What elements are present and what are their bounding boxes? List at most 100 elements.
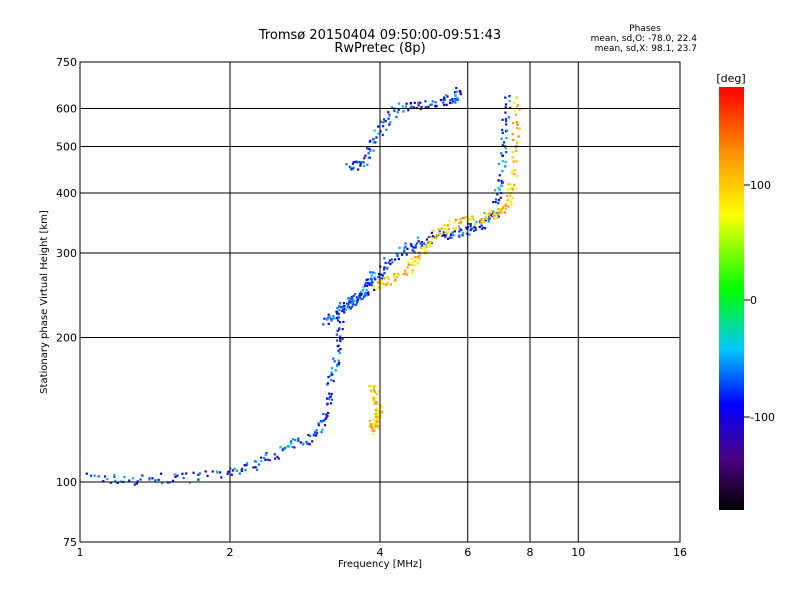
data-point xyxy=(370,384,373,387)
data-point xyxy=(451,231,454,234)
data-point xyxy=(373,276,376,279)
data-point xyxy=(358,295,361,298)
data-point xyxy=(410,245,413,248)
data-point xyxy=(337,362,341,365)
data-point xyxy=(449,232,453,235)
data-point xyxy=(364,154,367,157)
data-point xyxy=(326,317,329,320)
data-point xyxy=(509,183,512,186)
data-point xyxy=(377,390,381,393)
data-point xyxy=(448,236,452,239)
data-point xyxy=(511,133,514,136)
data-point xyxy=(328,396,331,399)
data-point xyxy=(463,217,466,220)
data-point xyxy=(448,101,452,105)
data-point xyxy=(514,113,518,116)
data-point xyxy=(465,227,469,230)
data-point xyxy=(512,138,515,142)
data-point xyxy=(506,194,509,198)
data-point xyxy=(370,279,373,282)
data-point xyxy=(321,428,324,431)
data-point xyxy=(461,216,465,220)
data-point xyxy=(369,271,372,274)
data-point xyxy=(325,413,328,416)
data-point xyxy=(345,302,349,305)
data-point xyxy=(364,281,367,284)
colorbar-label: [deg] xyxy=(716,72,745,85)
data-point xyxy=(355,302,358,305)
data-point xyxy=(447,227,450,231)
data-point xyxy=(400,253,404,256)
data-point xyxy=(447,231,450,234)
data-point xyxy=(467,218,470,221)
data-point xyxy=(388,114,391,117)
data-point xyxy=(445,223,448,227)
data-point xyxy=(490,209,493,212)
data-point xyxy=(276,455,279,458)
data-point xyxy=(322,419,325,422)
data-point xyxy=(371,396,375,399)
data-point xyxy=(342,320,345,324)
y-axis-ticks: 75 100 200 300 400 500 600 750 xyxy=(56,56,77,549)
data-point xyxy=(284,446,287,449)
data-point xyxy=(347,303,350,306)
data-point xyxy=(405,273,408,276)
data-point xyxy=(517,135,520,138)
data-point xyxy=(385,266,388,269)
data-point xyxy=(450,101,454,104)
data-point xyxy=(504,147,507,150)
data-point xyxy=(373,412,376,416)
data-point xyxy=(453,230,456,233)
data-point xyxy=(396,254,399,258)
data-point xyxy=(443,98,446,101)
data-point xyxy=(455,90,458,93)
data-point xyxy=(511,196,514,200)
data-point xyxy=(238,472,241,475)
data-point xyxy=(484,227,487,230)
data-point xyxy=(348,299,351,303)
data-point xyxy=(403,247,406,250)
data-point xyxy=(480,221,483,224)
data-point xyxy=(337,359,340,362)
data-point xyxy=(132,477,135,480)
data-point xyxy=(374,402,377,405)
data-point xyxy=(500,184,503,187)
data-point xyxy=(396,252,399,255)
data-point xyxy=(173,473,176,476)
data-point xyxy=(442,224,446,227)
data-point xyxy=(376,393,379,396)
data-point xyxy=(352,299,356,302)
data-point xyxy=(370,430,374,433)
data-point xyxy=(436,234,440,237)
data-point xyxy=(418,257,421,261)
data-point xyxy=(503,211,507,214)
data-point xyxy=(401,105,404,108)
data-point xyxy=(424,106,428,109)
data-point xyxy=(498,211,501,214)
data-point xyxy=(389,262,392,266)
data-point xyxy=(374,397,377,400)
data-point xyxy=(485,217,488,221)
data-point xyxy=(480,224,483,227)
data-point xyxy=(342,308,345,312)
data-point xyxy=(390,106,393,109)
data-point xyxy=(328,392,331,395)
data-point xyxy=(474,226,477,229)
data-point xyxy=(431,237,434,240)
data-point xyxy=(356,168,360,171)
data-point xyxy=(313,431,317,434)
data-point xyxy=(355,296,358,299)
data-point xyxy=(148,478,151,481)
data-point xyxy=(365,288,368,291)
data-point xyxy=(383,257,386,260)
data-point xyxy=(502,141,506,144)
data-point xyxy=(326,414,329,417)
data-point xyxy=(511,188,515,191)
data-point xyxy=(492,212,496,215)
data-point xyxy=(327,375,330,379)
data-point xyxy=(429,103,432,106)
data-point xyxy=(93,474,96,477)
data-point xyxy=(412,260,415,264)
data-point xyxy=(302,442,305,445)
